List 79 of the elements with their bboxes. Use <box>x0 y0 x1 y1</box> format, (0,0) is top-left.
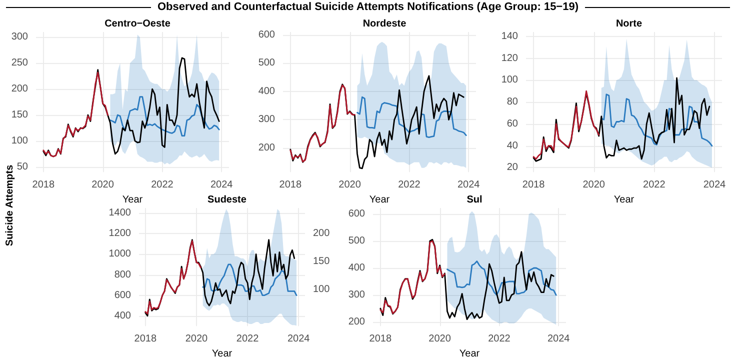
x-tick-label: 2024 <box>547 334 570 345</box>
x-axis-title: Year <box>122 194 144 206</box>
y-tick-label: 800 <box>114 269 132 280</box>
x-tick-label: 2024 <box>457 180 480 191</box>
line-series <box>202 264 298 296</box>
y2-tick-label: 150 <box>313 256 330 268</box>
y-tick-label: 600 <box>258 29 276 40</box>
line-series <box>380 238 554 320</box>
chart-title: Sul <box>466 194 482 206</box>
x-tick-label: 2018 <box>134 334 157 345</box>
y-tick-label: 1400 <box>108 208 132 219</box>
x-tick-label: 2024 <box>210 180 234 191</box>
text: Observed and Counterfactual Suicide Attempts Notifications (Age Group: 15−19) <box>157 1 579 13</box>
line-series <box>290 84 356 162</box>
x-tick-label: 2020 <box>92 180 114 191</box>
y-tick-label: 100 <box>501 74 518 86</box>
x-tick-label: 2018 <box>32 180 55 191</box>
x-axis-title: Year <box>212 348 233 360</box>
y-tick-label: 250 <box>11 58 28 69</box>
x-tick-label: 2020 <box>185 334 208 345</box>
y-axis-title: Suicide Attempts <box>4 164 16 248</box>
y-tick-label: 120 <box>501 52 518 64</box>
y2-tick-label: 100 <box>313 284 330 296</box>
x-tick-label: 2018 <box>369 334 392 345</box>
line-series <box>600 94 713 147</box>
line-series <box>532 77 710 162</box>
y-tick-label: 600 <box>114 290 132 301</box>
y-tick-label: 140 <box>501 30 518 42</box>
y2-tick-label: 200 <box>313 228 330 240</box>
chart-title: Nordeste <box>362 18 407 30</box>
x-tick-label: 2022 <box>236 334 260 345</box>
y-tick-label: 200 <box>11 84 28 95</box>
line-series <box>446 260 557 296</box>
y-tick-label: 80 <box>506 96 518 108</box>
x-tick-label: 2020 <box>582 180 606 191</box>
chart-title: Centro−Oeste <box>104 18 171 30</box>
y-tick-label: 1000 <box>108 248 132 260</box>
x-tick-label: 2024 <box>287 334 310 345</box>
chart-title: Sudeste <box>208 194 247 206</box>
x-axis-title: Year <box>614 194 635 206</box>
y-tick-label: 20 <box>506 162 518 174</box>
x-tick-label: 2022 <box>488 334 511 345</box>
y-tick-label: 400 <box>114 310 132 322</box>
y-tick-label: 400 <box>258 86 276 97</box>
y-tick-label: 300 <box>258 114 276 126</box>
x-tick-label: 2018 <box>279 180 302 191</box>
line-series <box>110 96 220 136</box>
x-tick-label: 2020 <box>428 334 452 345</box>
x-axis-title: Year <box>369 194 390 206</box>
y-tick-label: 1200 <box>108 228 132 240</box>
y-tick-label: 60 <box>506 118 518 130</box>
x-tick-label: 2022 <box>643 180 666 191</box>
y-tick-label: 200 <box>258 142 276 154</box>
x-tick-label: 2022 <box>151 180 174 191</box>
y-tick-label: 300 <box>11 32 28 43</box>
line-series <box>290 75 464 170</box>
line-series <box>42 72 108 158</box>
y-tick-label: 500 <box>258 58 276 69</box>
y-tick-label: 500 <box>348 235 366 246</box>
chart-title: Norte <box>616 18 642 30</box>
line-series <box>532 90 600 160</box>
line-series <box>144 240 202 314</box>
y-tick-label: 40 <box>506 140 518 152</box>
line-series <box>144 239 296 317</box>
y-tick-label: 400 <box>348 262 366 274</box>
y-tick-label: 50 <box>16 161 28 172</box>
line-series <box>380 240 446 314</box>
x-tick-label: 2024 <box>703 180 726 191</box>
y-tick-label: 150 <box>11 110 28 121</box>
line-series <box>42 57 220 158</box>
x-tick-label: 2018 <box>522 180 546 191</box>
x-tick-label: 2020 <box>338 180 362 191</box>
y-tick-label: 100 <box>11 135 28 146</box>
y-tick-label: 300 <box>348 290 366 301</box>
y-tick-label: 600 <box>348 208 366 220</box>
line-series <box>356 96 467 138</box>
x-axis-title: Year <box>459 348 480 360</box>
y-tick-label: 200 <box>348 316 366 328</box>
x-tick-label: 2022 <box>398 180 421 191</box>
